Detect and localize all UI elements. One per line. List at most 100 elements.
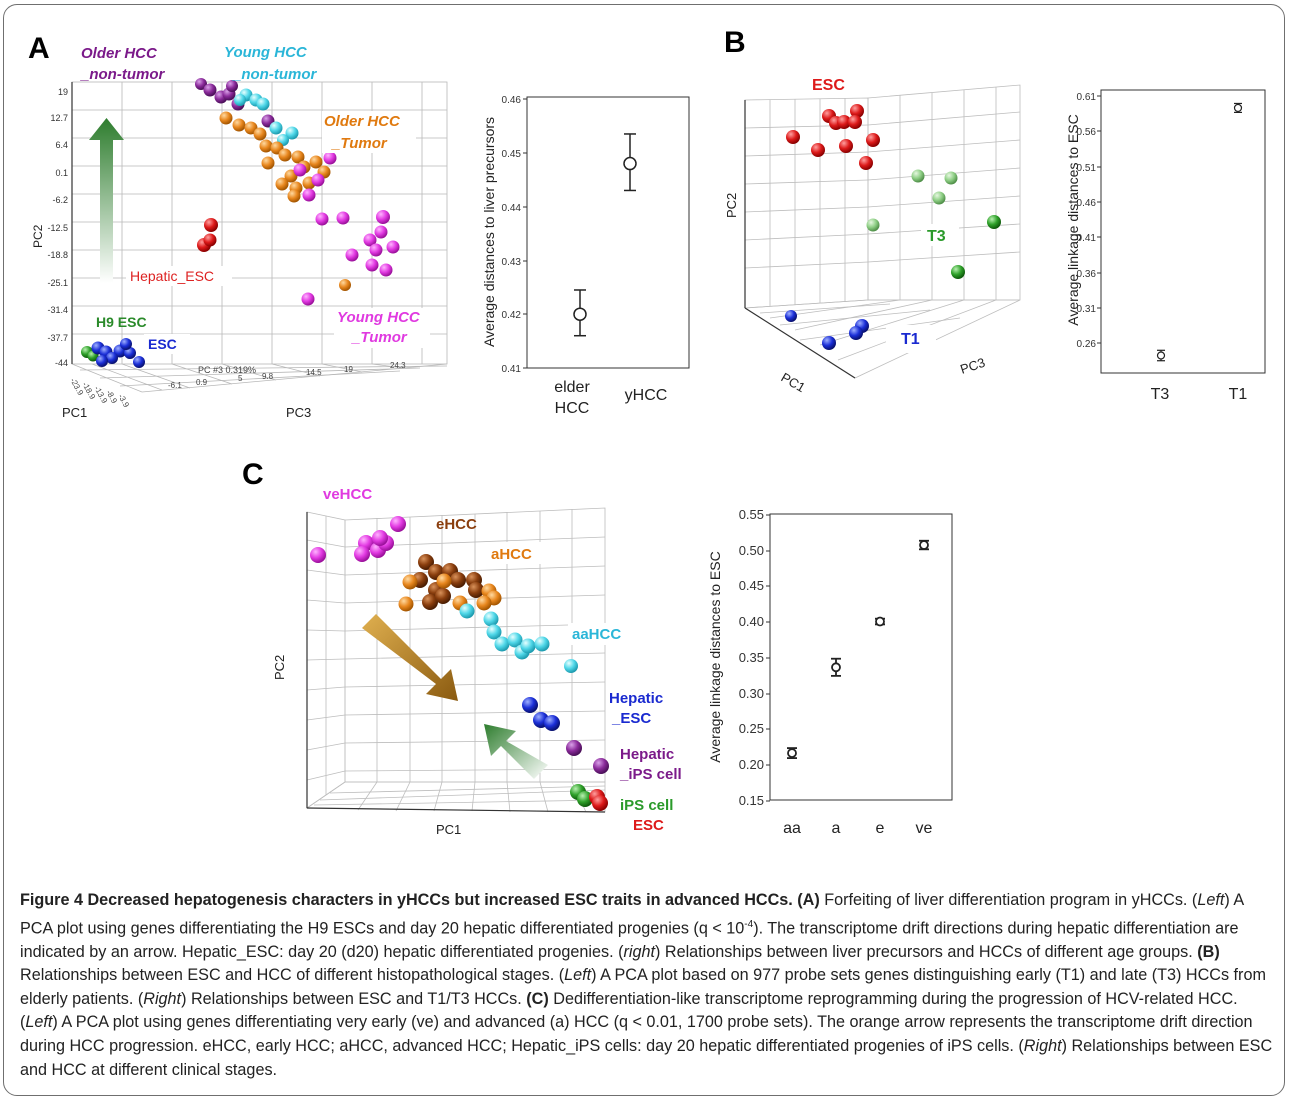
ytick: 0.50	[739, 543, 764, 558]
label-older-nontumor: Older HCC	[81, 45, 158, 62]
label-hepatic-esc-c: Hepatic	[609, 690, 663, 707]
pc3-tick: 14.5	[306, 368, 322, 377]
caption-italic: Left	[564, 966, 592, 985]
label-young-nontumor-2: _non-tumor	[232, 66, 317, 83]
ytick: 0.56	[1077, 127, 1097, 138]
figure-4: A 19 12.7 6.4 0.1 -6.	[28, 26, 1266, 837]
caption-text: ) Relationships between liver precursors…	[655, 942, 1198, 961]
errorplot-b-marks	[1156, 102, 1243, 362]
pca-c-group-labels: veHCC eHCC aHCC aaHCC Hepatic _ESC Hepat…	[323, 486, 682, 834]
pc1-tick: -3.9	[116, 393, 131, 410]
ytick: 0.31	[1077, 304, 1097, 315]
ytick: 0.46	[1077, 198, 1097, 209]
pc3-inline-label: PC #3 0.319%	[198, 365, 256, 375]
figure-frame	[3, 4, 1285, 1096]
ytick: 0.55	[739, 507, 764, 522]
ytick: -25.1	[47, 278, 68, 288]
caption-italic: Right	[143, 989, 182, 1008]
ytick: 0.45	[739, 578, 764, 593]
ytick: -18.8	[47, 250, 68, 260]
xcat-t3: T3	[1151, 386, 1170, 403]
ytick: -44	[55, 358, 68, 368]
label-hepatic-ips: Hepatic	[620, 746, 674, 763]
label-t1: T1	[901, 331, 920, 348]
caption-text: ) A PCA plot based on 977 probe sets gen…	[20, 966, 1266, 1008]
mean-point	[875, 616, 885, 627]
panel-letter-c: C	[242, 458, 264, 491]
label-ahcc: aHCC	[491, 546, 532, 563]
ytick: 0.20	[739, 757, 764, 772]
label-aahcc: aaHCC	[572, 626, 621, 643]
caption-text: ). The transcriptome drift directions du…	[20, 918, 1239, 961]
pc2-axis-label-b: PC2	[724, 193, 739, 218]
pca-c-points	[310, 516, 609, 811]
xcat-ve: ve	[916, 820, 933, 837]
panel-letter-b: B	[724, 26, 746, 59]
xcat-t1: T1	[1229, 386, 1248, 403]
hepatic-differentiation-arrow	[484, 724, 548, 779]
pc3-tick: 24.3	[390, 361, 406, 370]
pc2-axis-label: PC2	[31, 224, 45, 248]
panel-b: B PC2 PC1 PC3	[724, 26, 1266, 403]
errorplot-b-ylabel: Average linkage distances to ESC	[1065, 114, 1081, 325]
mean-point	[573, 307, 587, 321]
label-h9-esc: H9 ESC	[96, 314, 147, 330]
errorplot-a-yticks: 0.46 0.45 0.44 0.43 0.42 0.41	[502, 95, 522, 375]
ytick: 6.4	[55, 140, 68, 150]
panel-c: C	[242, 458, 953, 837]
ytick: 0.26	[1077, 339, 1097, 350]
differentiation-arrow	[89, 118, 124, 283]
panel-letter-a: A	[28, 32, 50, 65]
ytick: 0.41	[1077, 233, 1097, 244]
errorplot-c-marks	[787, 539, 929, 759]
caption-text: ) A PCA plot using genes differentiating…	[20, 1013, 1253, 1055]
ytick: 0.51	[1077, 163, 1097, 174]
mean-point	[1233, 103, 1243, 113]
xcat-a: a	[832, 820, 841, 837]
errorplot-a-marks	[573, 133, 637, 337]
pc3-tick: 19	[344, 365, 353, 374]
ytick: 0.42	[502, 310, 522, 321]
caption-italic: Left	[25, 1013, 53, 1032]
ytick: 0.25	[739, 721, 764, 736]
label-esc-b: ESC	[812, 77, 845, 94]
mean-point	[1156, 351, 1166, 360]
label-ips: iPS cell	[620, 797, 673, 814]
pca-a-yticks: 19 12.7 6.4 0.1 -6.2 -12.5 -18.8 -25.1 -…	[47, 87, 68, 368]
caption-b-label: (B)	[1197, 942, 1220, 961]
pc2-axis-label-c: PC2	[272, 655, 287, 680]
label-esc-c: ESC	[633, 817, 664, 834]
pc1-axis-label: PC1	[62, 405, 87, 420]
ytick: -37.7	[47, 333, 68, 343]
mean-point	[919, 540, 929, 550]
caption-text: ) A PCA plot using genes differentiating…	[20, 891, 1244, 937]
xcat-aa: aa	[783, 820, 801, 837]
label-hepatic-esc-c-2: _ESC	[611, 710, 651, 727]
caption-text: ) Relationships between ESC and HCC at d…	[20, 1036, 1273, 1079]
pc3-tick: 9.8	[262, 372, 274, 381]
pca-c-grid	[305, 507, 606, 813]
caption-italic: Right	[1023, 1036, 1062, 1055]
hcc-progression-arrow	[362, 614, 458, 701]
ytick: -12.5	[47, 223, 68, 233]
ytick: 0.36	[1077, 269, 1097, 280]
ytick: 0.40	[739, 614, 764, 629]
ytick: 0.30	[739, 686, 764, 701]
errorplot-c-yticks: 0.55 0.50 0.45 0.40 0.35 0.30 0.25 0.20 …	[739, 507, 764, 808]
label-ehcc: eHCC	[436, 516, 477, 533]
ytick: 0.43	[502, 257, 522, 268]
label-esc-a: ESC	[148, 336, 177, 352]
label-young-tumor-2: _Tumor	[351, 329, 408, 346]
pca-plot-c: PC2 PC1	[272, 486, 682, 837]
caption-a-label: (A)	[797, 891, 820, 909]
pc1-axis-label-c: PC1	[436, 822, 461, 837]
ytick: 12.7	[50, 113, 68, 123]
ytick: 0.45	[502, 149, 522, 160]
label-hepatic-ips-2: _iPS cell	[619, 766, 682, 783]
ytick: 0.41	[502, 364, 522, 375]
label-older-tumor: Older HCC	[324, 113, 401, 130]
caption-c-label: (C)	[526, 989, 549, 1008]
label-t3: T3	[927, 228, 946, 245]
pca-plot-a: 19 12.7 6.4 0.1 -6.2 -12.5 -18.8 -25.1 -…	[31, 44, 448, 420]
label-young-tumor: Young HCC	[337, 309, 421, 326]
